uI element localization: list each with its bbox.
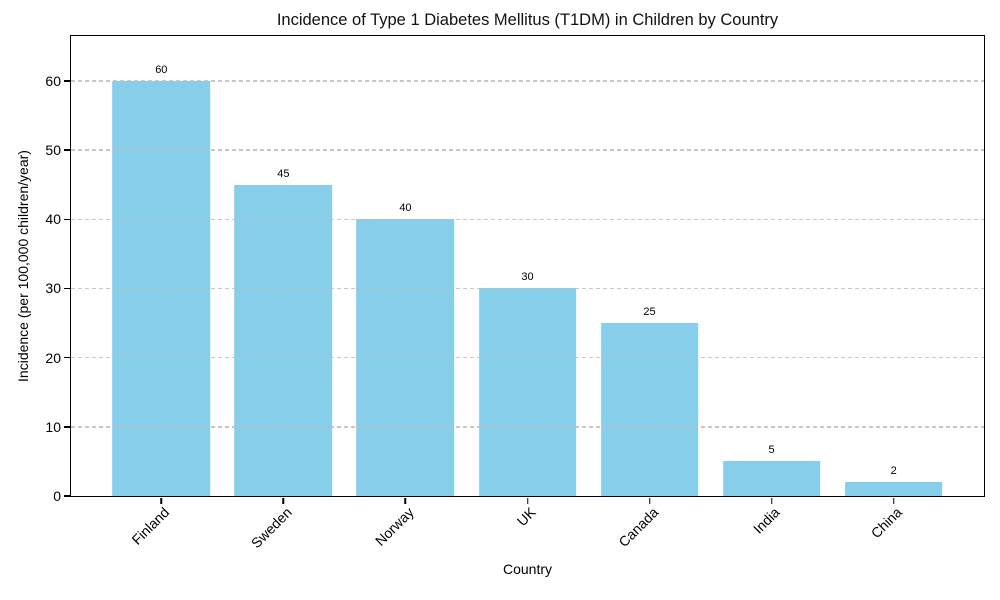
y-tick-label-60: 60 — [45, 72, 61, 89]
x-tick-mark-china — [892, 497, 895, 504]
gridline-y-50 — [71, 149, 984, 151]
bar-value-label-india: 5 — [768, 444, 775, 457]
x-tick-label-norway: Norway — [371, 504, 417, 549]
plot-area: 0 10 20 30 40 50 60 60 Finland 45 Sweden 40 Norway 30… — [45, 35, 985, 551]
y-tick-mark-50 — [63, 149, 70, 151]
y-tick-mark-0 — [63, 495, 70, 497]
y-tick-mark-40 — [63, 218, 70, 221]
gridline-y-40 — [71, 218, 984, 221]
y-tick-label-0: 0 — [53, 488, 61, 504]
y-tick-label-50: 50 — [45, 142, 61, 159]
y-tick-label-20: 20 — [45, 349, 61, 366]
bar-canada — [600, 323, 699, 496]
y-tick-mark-60 — [63, 80, 70, 82]
x-tick-mark-canada — [648, 497, 651, 504]
bar-sweden — [234, 184, 333, 496]
bar-value-label-finland: 60 — [155, 63, 168, 76]
x-tick-mark-india — [770, 497, 773, 504]
x-tick-label-canada: Canada — [614, 504, 661, 550]
y-tick-mark-30 — [63, 287, 70, 290]
y-tick-label-40: 40 — [45, 211, 61, 228]
gridline-y-30 — [71, 287, 984, 290]
x-tick-mark-uk — [526, 497, 529, 504]
y-tick-mark-20 — [63, 356, 70, 359]
x-tick-label-uk: UK — [513, 504, 539, 530]
bar-value-label-canada: 25 — [643, 306, 656, 319]
gridline-y-60 — [71, 80, 984, 82]
bar-india — [722, 461, 821, 496]
bar-value-label-sweden: 45 — [277, 167, 290, 180]
x-axis-label: Country — [502, 561, 553, 577]
x-tick-label-sweden: Sweden — [247, 504, 295, 552]
x-tick-label-finland: Finland — [128, 504, 173, 548]
bar-value-label-uk: 30 — [521, 271, 534, 284]
x-tick-label-india: India — [750, 504, 783, 537]
bar-china — [844, 482, 943, 496]
y-tick-label-10: 10 — [45, 418, 61, 435]
x-tick-label-china: China — [867, 504, 905, 542]
bar-value-label-china: 2 — [890, 465, 897, 478]
x-tick-mark-sweden — [282, 497, 285, 504]
y-axis-label-container: Incidence (per 100,000 children/year) — [0, 35, 46, 497]
gridline-y-10 — [71, 426, 984, 428]
x-tick-mark-finland — [160, 497, 163, 504]
bar-uk — [478, 288, 577, 496]
y-tick-mark-10 — [63, 426, 70, 428]
y-tick-label-30: 30 — [45, 280, 61, 297]
x-tick-mark-norway — [404, 497, 407, 504]
bar-value-label-norway: 40 — [399, 202, 412, 215]
y-axis-label: Incidence (per 100,000 children/year) — [15, 150, 32, 382]
chart-title: Incidence of Type 1 Diabetes Mellitus (T… — [276, 11, 779, 29]
gridline-y-20 — [71, 356, 984, 359]
